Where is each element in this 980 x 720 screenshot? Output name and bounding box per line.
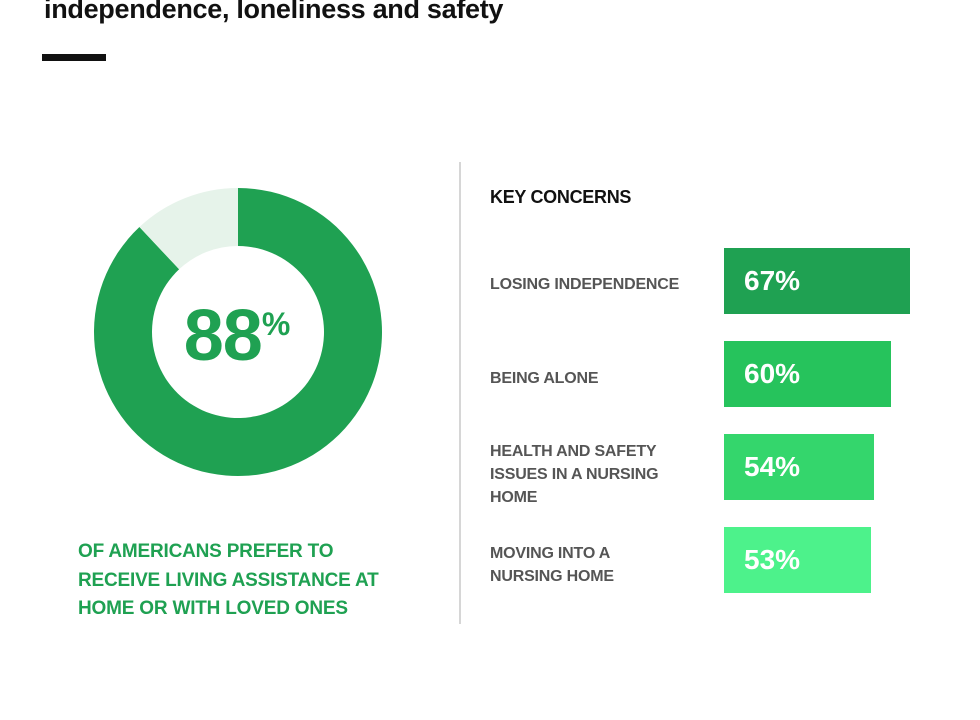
concern-bar: 54% (724, 434, 874, 500)
donut-center-value: 88% (150, 300, 324, 372)
donut-percent-sign: % (261, 306, 291, 342)
donut-caption: OF AMERICANS PREFER TO RECEIVE LIVING AS… (78, 541, 379, 619)
concern-bar: 60% (724, 341, 891, 407)
concern-label: BEING ALONE (490, 370, 599, 387)
concern-bar-value: 53% (744, 544, 801, 575)
concern-label: LOSING INDEPENDENCE (490, 276, 680, 293)
key-concerns-heading: KEY CONCERNS (490, 187, 632, 207)
concern-bar: 67% (724, 248, 910, 314)
concern-label: MOVING INTO A NURSING HOME (490, 545, 614, 585)
page-title: independence, loneliness and safety (44, 0, 504, 24)
vertical-divider (459, 162, 461, 624)
concern-bar-value: 54% (744, 451, 801, 482)
donut-chart (93, 188, 382, 476)
concern-bar: 53% (724, 527, 871, 593)
donut-slice-filled (93, 188, 382, 476)
donut-slice-remainder (139, 188, 238, 270)
donut-value: 88 (183, 296, 263, 376)
concern-label: HEALTH AND SAFETY ISSUES IN A NURSING HO… (490, 443, 659, 506)
donut-slices (93, 188, 382, 476)
concern-bar-value: 67% (744, 265, 801, 296)
concern-bar-value: 60% (744, 358, 801, 389)
title-underline (42, 54, 106, 61)
